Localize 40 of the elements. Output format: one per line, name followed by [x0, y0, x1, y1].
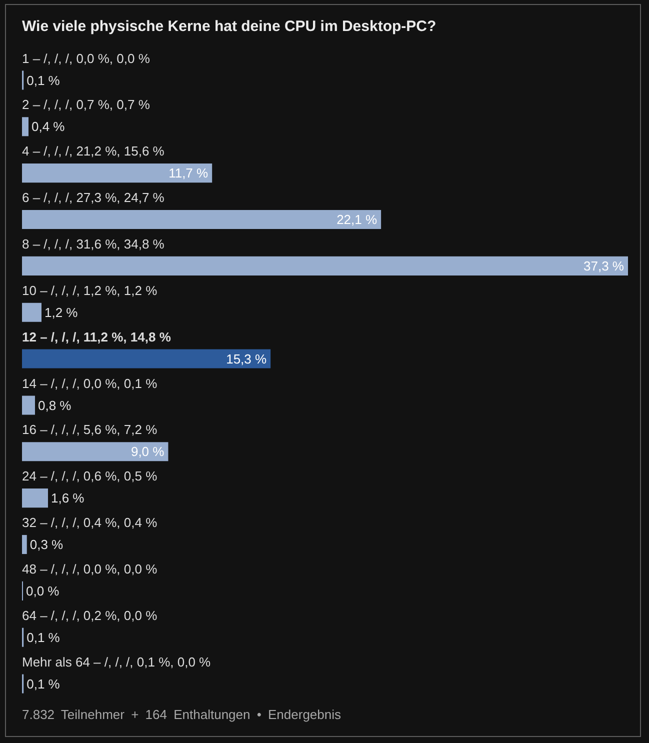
- data-label: 1,6 %: [50, 490, 85, 506]
- data-label: 9,0 %: [130, 444, 165, 460]
- y-tick-label: 48 – /, /, /, 0,0 %, 0,0 %: [22, 562, 158, 577]
- bar: [22, 164, 212, 183]
- y-tick-label: 2 – /, /, /, 0,7 %, 0,7 %: [22, 97, 150, 112]
- bar: [22, 442, 168, 462]
- y-tick-label: 24 – /, /, /, 0,6 %, 0,5 %: [22, 468, 158, 484]
- data-label: 0,1 %: [26, 630, 60, 645]
- y-tick-label: 64 – /, /, /, 0,2 %, 0,0 %: [22, 608, 158, 623]
- y-tick-label: 32 – /, /, /, 0,4 %, 0,4 %: [22, 515, 158, 530]
- bar: [22, 534, 27, 554]
- y-tick-label: 16 – /, /, /, 5,6 %, 7,2 %: [22, 422, 158, 438]
- y-tick-label: 6 – /, /, /, 27,3 %, 24,7 %: [22, 190, 165, 206]
- data-label: 0,3 %: [30, 537, 64, 552]
- bar: [22, 396, 35, 415]
- data-label: 0,4 %: [32, 119, 66, 134]
- data-label: 15,3 %: [226, 351, 268, 366]
- bar: [22, 210, 382, 230]
- data-label: 0,0 %: [26, 584, 60, 599]
- data-label: 0,1 %: [26, 72, 60, 88]
- data-label: 1,2 %: [44, 304, 78, 320]
- text: 7.832 Teilnehmer + 164 Enthaltungen • Endergebnis: [22, 707, 342, 722]
- data-label: 0,8 %: [38, 398, 72, 413]
- data-label: 11,7 %: [168, 166, 209, 181]
- data-label: 22,1 %: [336, 212, 378, 228]
- data-label: 37,3 %: [584, 258, 624, 274]
- y-tick-label: 14 – /, /, /, 0,0 %, 0,1 %: [22, 376, 158, 391]
- y-tick-label: 8 – /, /, /, 31,6 %, 34,8 %: [22, 236, 165, 252]
- chart-title: Wie viele physische Kerne hat deine CPU im Desktop-PC?: [22, 18, 436, 35]
- data-label: 0,1 %: [26, 676, 60, 692]
- bar: [22, 488, 48, 508]
- bar: [22, 256, 628, 276]
- y-tick-label: 12 – /, /, /, 11,2 %, 14,8 %: [22, 329, 172, 344]
- bar: [22, 349, 271, 368]
- y-tick-label: 1 – /, /, /, 0,0 %, 0,0 %: [22, 50, 150, 66]
- y-tick-label: 10 – /, /, /, 1,2 %, 1,2 %: [22, 282, 158, 298]
- y-tick-label: Mehr als 64 – /, /, /, 0,1 %, 0,0 %: [22, 654, 212, 670]
- bar: [22, 302, 42, 322]
- bar: [22, 117, 28, 136]
- y-tick-label: 4 – /, /, /, 21,2 %, 15,6 %: [22, 144, 165, 159]
